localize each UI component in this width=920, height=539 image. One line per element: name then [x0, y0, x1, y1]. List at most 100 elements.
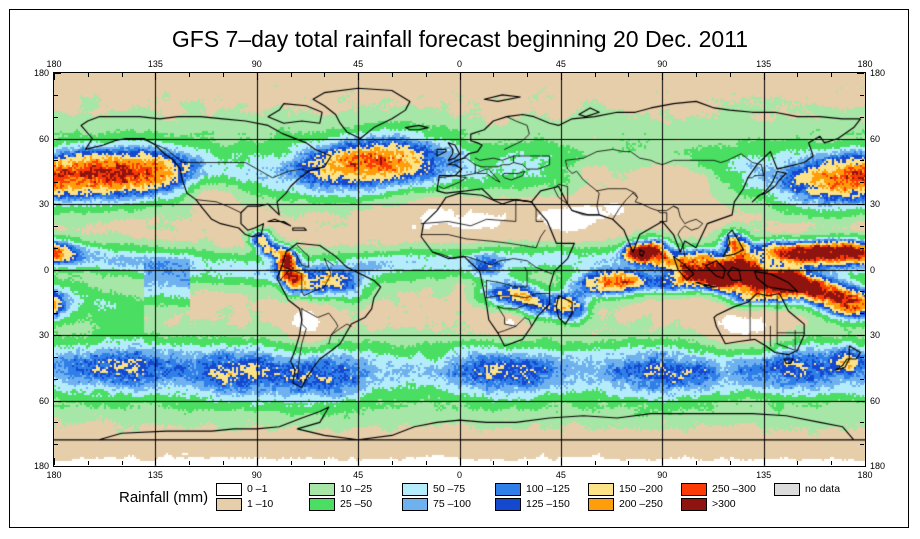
- y-axis-tick: [860, 357, 864, 358]
- x-axis-tick: [730, 73, 731, 77]
- y-axis-label: 30: [38, 330, 49, 340]
- legend-label: 150 –200: [619, 483, 663, 495]
- x-axis-label: 90: [657, 59, 668, 69]
- y-axis-tick: [860, 444, 864, 445]
- y-axis-label: 60: [870, 133, 881, 144]
- x-axis-tick: [831, 461, 832, 465]
- x-axis-label: 90: [251, 59, 262, 69]
- x-axis-tick: [392, 73, 393, 77]
- x-axis-label: 45: [555, 59, 566, 69]
- y-axis-label: 0: [870, 264, 876, 275]
- y-axis-tick: [860, 313, 864, 314]
- y-axis-tick: [54, 117, 58, 118]
- legend-label: 125 –150: [526, 498, 570, 510]
- x-axis-tick: [527, 73, 528, 77]
- y-axis-label: 30: [38, 199, 49, 209]
- rainfall-map-canvas: [54, 73, 865, 466]
- x-axis-tick: [460, 73, 461, 80]
- y-axis-tick: [860, 422, 864, 423]
- x-axis-tick: [54, 458, 55, 465]
- x-axis-tick: [662, 73, 663, 80]
- y-axis-tick: [857, 204, 864, 205]
- x-axis-tick: [88, 461, 89, 465]
- x-axis-tick: [324, 461, 325, 465]
- y-axis-tick: [54, 357, 58, 358]
- legend-swatch: [681, 498, 707, 511]
- x-axis-tick: [257, 73, 258, 80]
- x-axis-tick: [122, 461, 123, 465]
- x-axis-tick: [662, 458, 663, 465]
- x-axis-tick: [54, 73, 55, 80]
- y-axis-tick: [54, 291, 58, 292]
- x-axis-label: 135: [756, 470, 772, 480]
- y-axis-tick: [54, 95, 58, 96]
- y-axis-tick: [54, 313, 58, 314]
- x-axis-tick: [155, 458, 156, 465]
- x-axis-tick: [493, 73, 494, 77]
- x-axis-label: 0: [456, 470, 463, 480]
- legend: Rainfall (mm) 0 –1 1 –10 10 –25 25 –50 50 –7…: [53, 483, 866, 517]
- x-axis-tick: [561, 458, 562, 465]
- x-axis-tick: [561, 73, 562, 80]
- legend-swatch: [402, 498, 428, 511]
- x-axis-tick: [730, 461, 731, 465]
- legend-swatch: [309, 483, 335, 496]
- y-axis-tick: [857, 73, 864, 74]
- x-axis-tick: [696, 73, 697, 77]
- y-axis-label: 60: [38, 133, 49, 144]
- y-axis-tick: [54, 226, 58, 227]
- legend-label: 250 –300: [712, 483, 756, 495]
- x-axis-tick: [426, 73, 427, 77]
- x-axis-label: 90: [657, 470, 668, 480]
- y-axis-tick: [54, 444, 58, 445]
- x-axis-tick: [493, 461, 494, 465]
- x-axis-label: 90: [251, 470, 262, 480]
- x-axis-label: 135: [756, 59, 772, 69]
- x-axis-tick: [291, 73, 292, 77]
- legend-label: >300: [712, 498, 736, 510]
- y-axis-label: 30: [870, 199, 881, 209]
- y-axis-tick: [54, 73, 61, 74]
- x-axis-tick: [88, 73, 89, 77]
- x-axis-label: 135: [147, 59, 163, 69]
- x-axis-label: 180: [857, 470, 873, 480]
- legend-label: 100 –125: [526, 483, 570, 495]
- legend-label: 50 –75: [433, 483, 466, 495]
- x-axis-tick: [764, 458, 765, 465]
- x-axis-label: 45: [353, 470, 364, 480]
- y-axis-tick: [860, 248, 864, 249]
- y-axis-label: 180: [33, 461, 49, 471]
- y-axis-tick: [857, 270, 864, 271]
- x-axis-tick: [122, 73, 123, 77]
- legend-label: 0 –1: [247, 483, 268, 495]
- legend-label: 10 –25: [340, 483, 373, 495]
- legend-swatch: [309, 498, 335, 511]
- y-axis-tick: [54, 248, 58, 249]
- x-axis-tick: [797, 73, 798, 77]
- y-axis-tick: [54, 204, 61, 205]
- y-axis-label: 180: [870, 461, 886, 471]
- y-axis-tick: [54, 139, 61, 140]
- x-axis-label: 180: [857, 59, 873, 69]
- x-axis-tick: [865, 73, 866, 80]
- y-axis-tick: [860, 95, 864, 96]
- legend-title: Rainfall (mm): [119, 489, 209, 506]
- legend-swatch: [495, 498, 521, 511]
- x-axis-tick: [460, 458, 461, 465]
- y-axis-label: 0: [43, 264, 49, 275]
- y-axis-tick: [860, 117, 864, 118]
- x-axis-tick: [257, 458, 258, 465]
- map-plot-area: [53, 72, 866, 467]
- legend-swatch: [588, 483, 614, 496]
- legend-swatch: [216, 483, 242, 496]
- x-axis-label: 135: [147, 470, 163, 480]
- legend-swatch: [402, 483, 428, 496]
- y-axis-tick: [54, 160, 58, 161]
- y-axis-label: 180: [870, 68, 886, 78]
- x-axis-tick: [291, 461, 292, 465]
- x-axis-tick: [155, 73, 156, 80]
- legend-swatch: [774, 483, 800, 496]
- x-axis-tick: [358, 73, 359, 80]
- x-axis-tick: [628, 461, 629, 465]
- x-axis-tick: [628, 73, 629, 77]
